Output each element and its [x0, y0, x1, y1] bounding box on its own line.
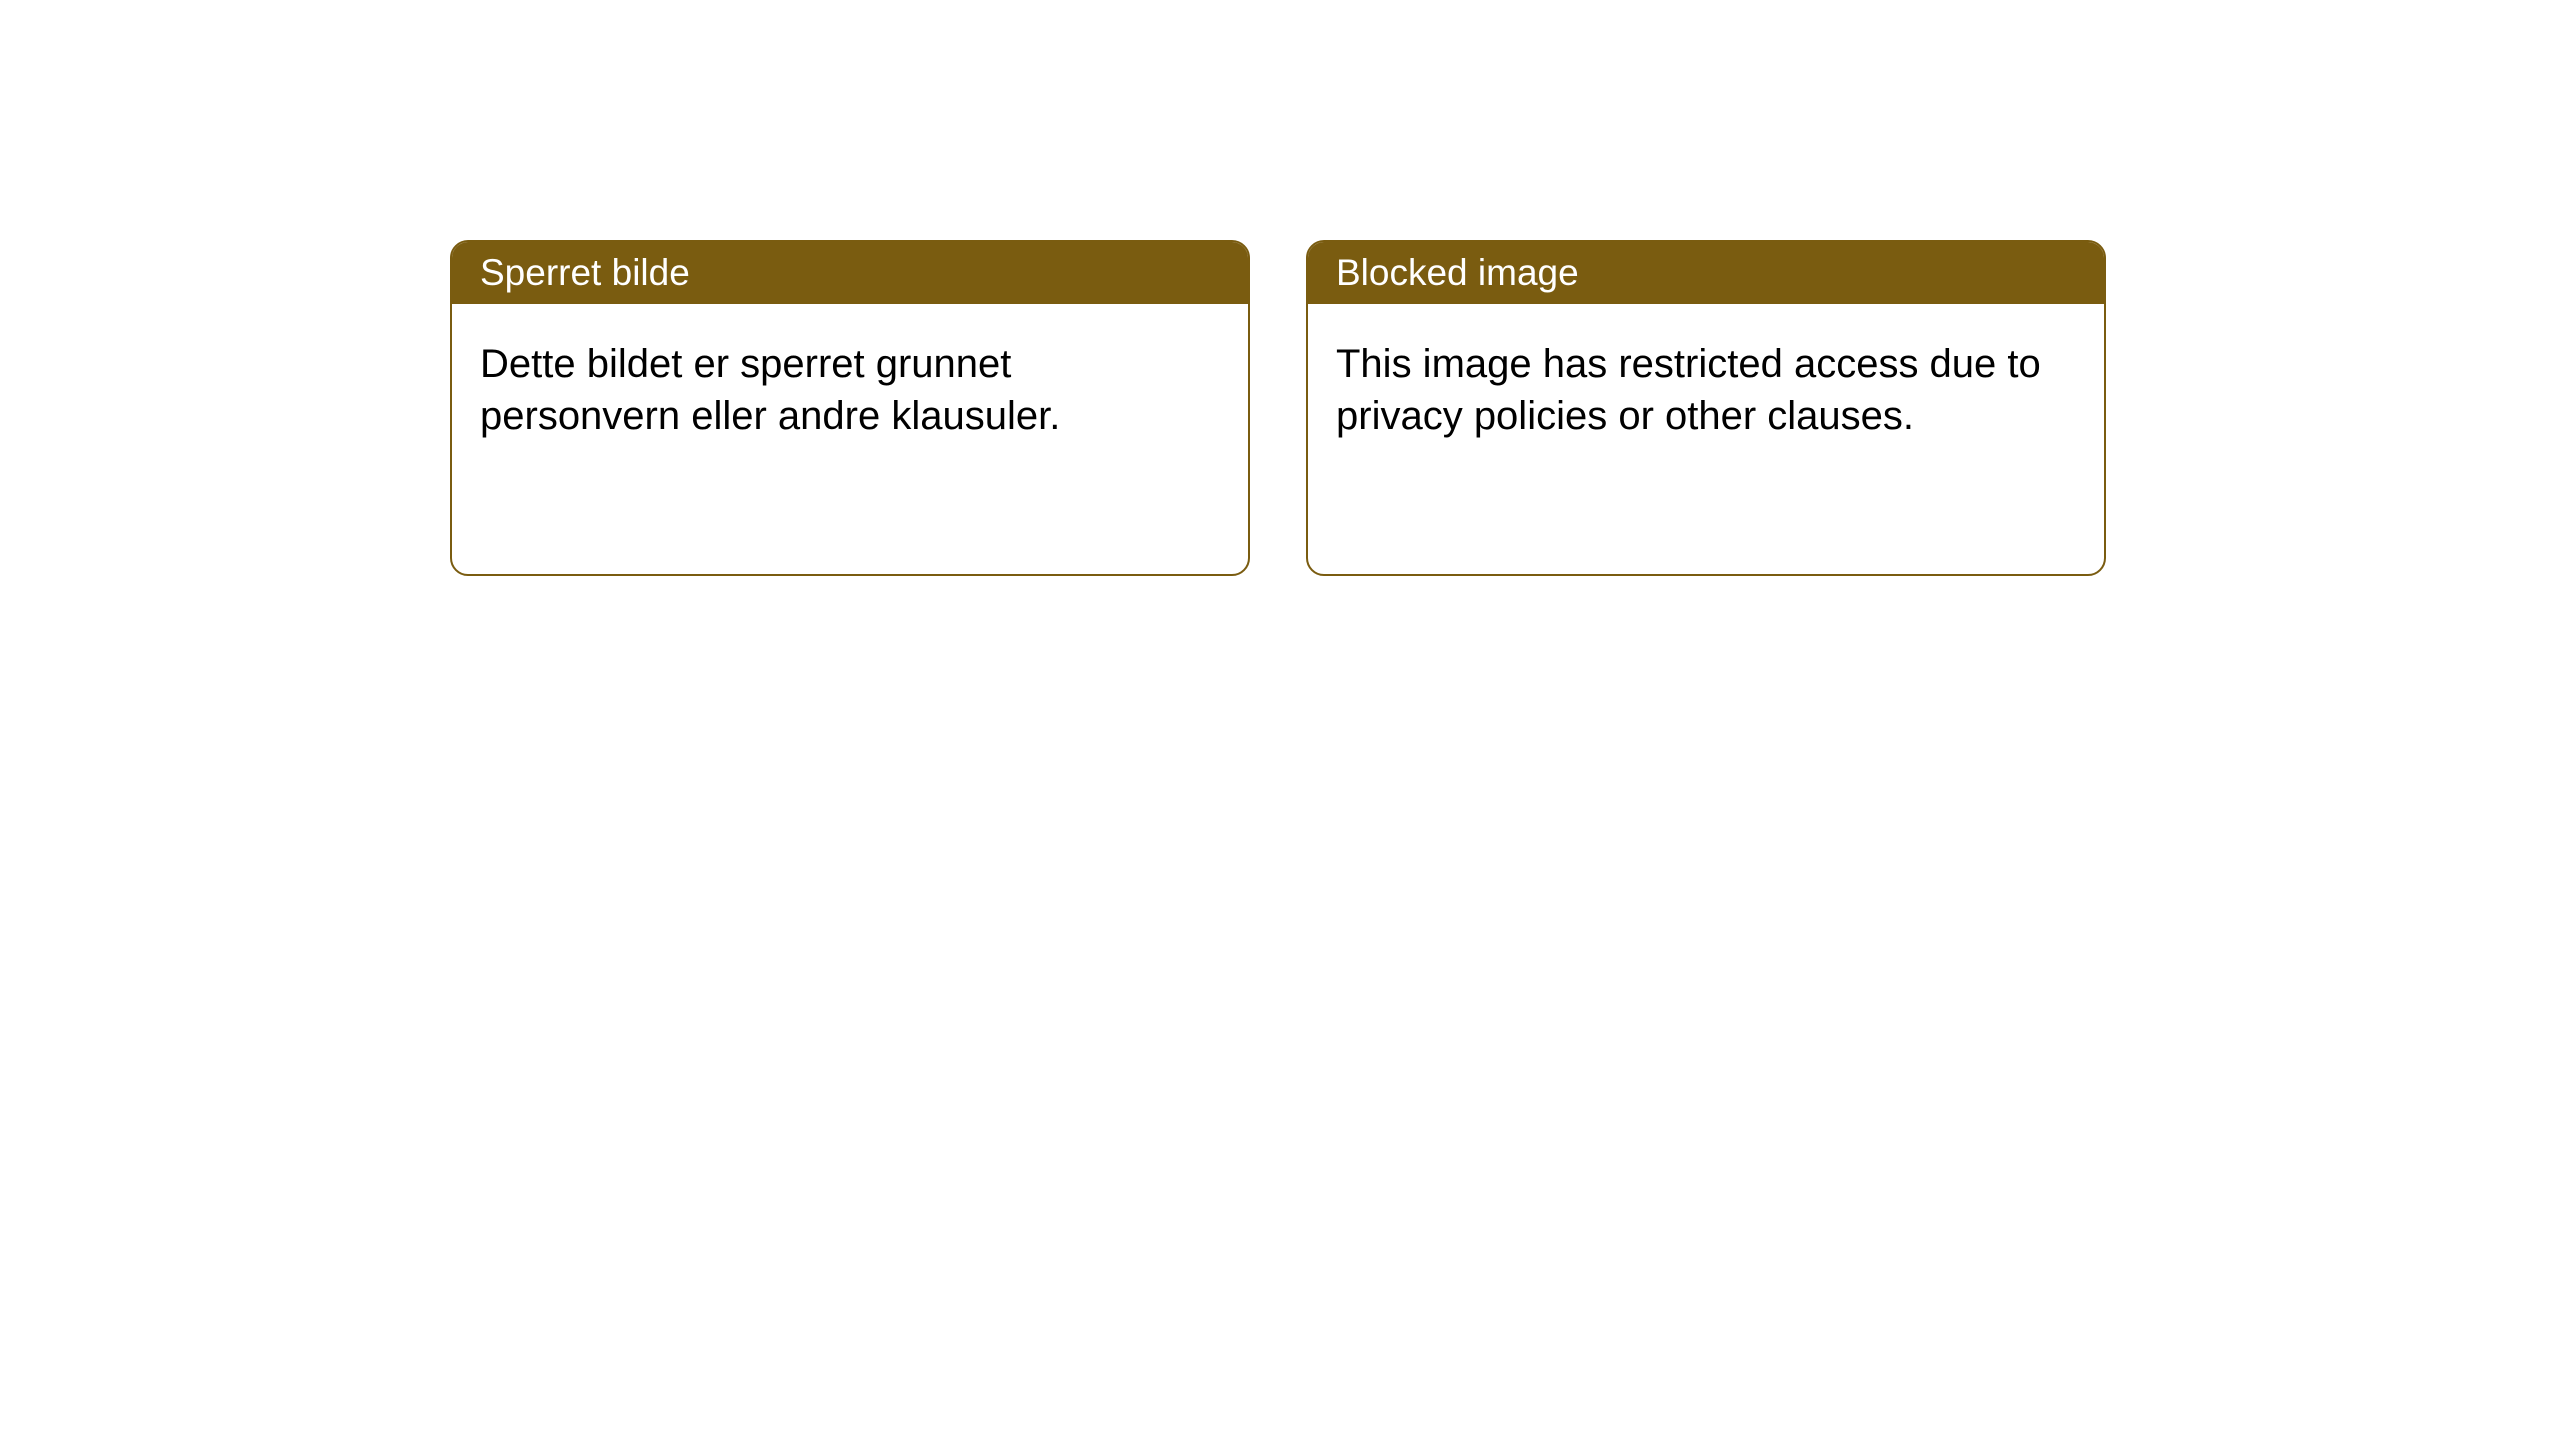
notice-header: Blocked image	[1308, 242, 2104, 304]
notice-message: Dette bildet er sperret grunnet personve…	[480, 342, 1060, 438]
notice-message: This image has restricted access due to …	[1336, 342, 2041, 438]
notice-header: Sperret bilde	[452, 242, 1248, 304]
notice-body: Dette bildet er sperret grunnet personve…	[452, 304, 1248, 476]
notice-card-norwegian: Sperret bilde Dette bildet er sperret gr…	[450, 240, 1250, 576]
notice-card-english: Blocked image This image has restricted …	[1306, 240, 2106, 576]
notice-title: Sperret bilde	[480, 252, 690, 293]
notice-body: This image has restricted access due to …	[1308, 304, 2104, 476]
notice-container: Sperret bilde Dette bildet er sperret gr…	[0, 0, 2560, 576]
notice-title: Blocked image	[1336, 252, 1579, 293]
